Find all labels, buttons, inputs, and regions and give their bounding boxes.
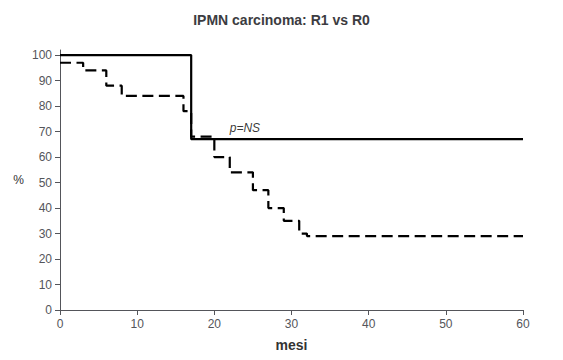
svg-text:10: 10 [39,278,53,292]
svg-text:30: 30 [285,317,299,331]
svg-text:30: 30 [39,227,53,241]
svg-text:0: 0 [45,303,52,317]
svg-text:50: 50 [39,176,53,190]
svg-text:%: % [13,173,24,187]
svg-text:60: 60 [39,150,53,164]
svg-text:p=NS: p=NS [229,121,260,135]
svg-text:20: 20 [208,317,222,331]
svg-text:60: 60 [516,317,530,331]
svg-text:70: 70 [39,125,53,139]
svg-text:10: 10 [130,317,144,331]
svg-text:40: 40 [362,317,376,331]
svg-text:mesi: mesi [276,337,308,353]
svg-text:IPMN carcinoma: R1 vs R0: IPMN carcinoma: R1 vs R0 [193,12,370,28]
svg-text:100: 100 [32,48,52,62]
svg-text:40: 40 [39,201,53,215]
svg-text:80: 80 [39,99,53,113]
svg-text:0: 0 [57,317,64,331]
svg-text:50: 50 [439,317,453,331]
svg-text:90: 90 [39,74,53,88]
svg-text:20: 20 [39,252,53,266]
